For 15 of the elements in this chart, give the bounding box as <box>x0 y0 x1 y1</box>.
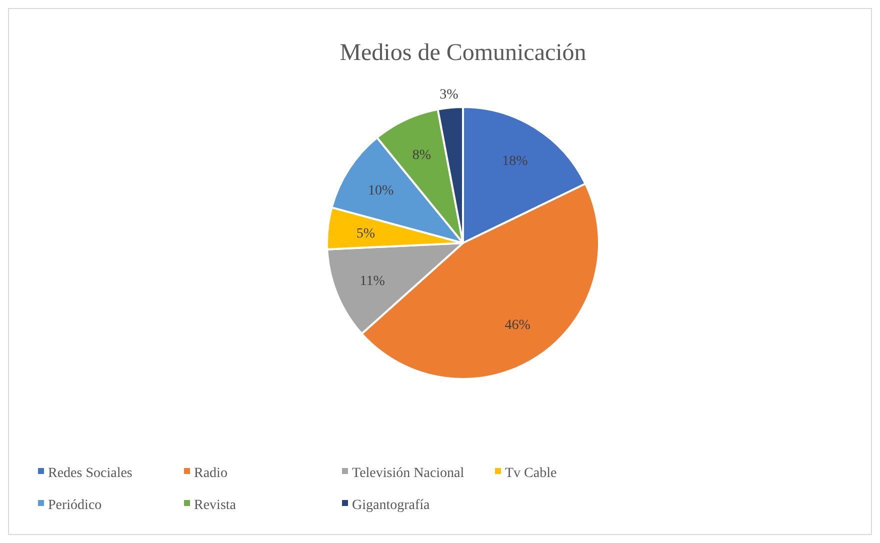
legend-label: Tv Cable <box>505 466 557 481</box>
data-label: 5% <box>356 226 376 242</box>
legend-label: Televisión Nacional <box>352 466 464 481</box>
legend-label: Radio <box>194 466 228 481</box>
data-label: 18% <box>502 154 528 169</box>
data-label: 3% <box>440 88 459 103</box>
legend-label: Periódico <box>48 498 102 513</box>
data-label: 46% <box>504 318 531 334</box>
legend-label: Gigantografía <box>352 498 431 513</box>
legend-label: Redes Sociales <box>48 466 132 481</box>
chart-title: Medios de Comunicación <box>340 40 586 66</box>
data-label: 8% <box>412 148 432 164</box>
legend-label: Revista <box>194 498 237 513</box>
data-label: 10% <box>368 184 394 199</box>
data-label: 11% <box>360 274 386 290</box>
